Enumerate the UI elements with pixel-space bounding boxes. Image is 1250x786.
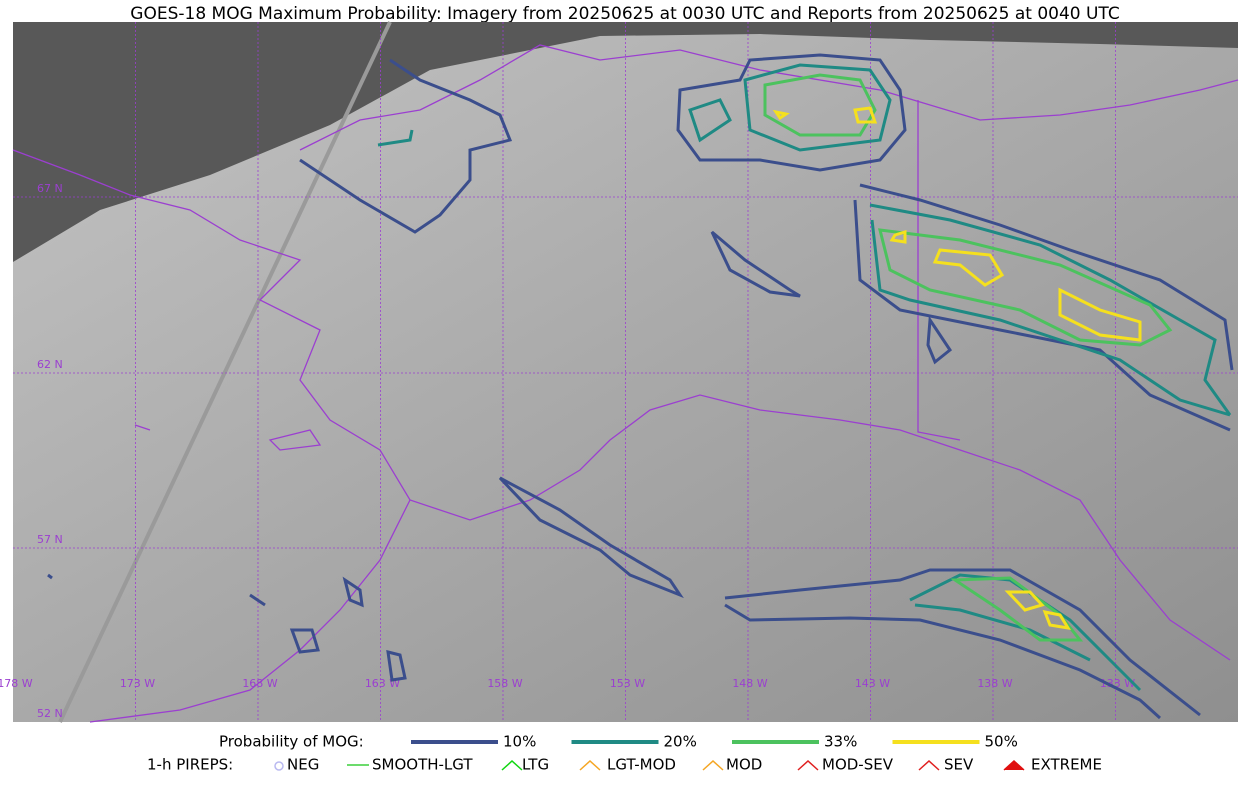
no-data-region	[13, 22, 1238, 262]
coastlines	[12, 44, 1239, 723]
legend-label: Probability of MOG:	[219, 733, 364, 751]
pirep-entry: SMOOTH-LGT	[372, 756, 473, 774]
lat-label: 62 N	[37, 358, 63, 371]
pirep-symbol	[501, 759, 523, 771]
pirep-entry: NEG	[287, 756, 319, 774]
lon-label: 153 W	[610, 677, 645, 690]
pirep-symbol	[579, 759, 601, 771]
lat-label: 52 N	[37, 707, 63, 720]
legend: Probability of MOG: 10% 20% 33% 50% 1-h PIREP…	[147, 733, 1102, 774]
pirep-entry: EXTREME	[1031, 756, 1102, 774]
title: GOES-18 MOG Maximum Probability: Imagery…	[130, 4, 1119, 24]
legend-entry: 10%	[503, 733, 536, 751]
pirep-symbol	[918, 759, 940, 771]
lon-label: 143 W	[855, 677, 890, 690]
pirep-entry: SEV	[944, 756, 974, 774]
lat-label: 67 N	[37, 182, 63, 195]
pirep-entry: MOD-SEV	[822, 756, 894, 774]
lat-label: 57 N	[37, 533, 63, 546]
pirep-entry: LTG	[522, 756, 549, 774]
pirep-symbol	[702, 759, 724, 771]
lon-label: 178 W	[0, 677, 33, 690]
pirep-symbol	[797, 759, 819, 771]
legend-label: 1-h PIREPS:	[147, 756, 233, 774]
lon-label: 168 W	[242, 677, 277, 690]
lon-label: 133 W	[1100, 677, 1135, 690]
contours	[47, 53, 1234, 720]
legend-entry: 50%	[985, 733, 1018, 751]
pirep-symbol	[1003, 759, 1025, 771]
lon-label: 148 W	[732, 677, 767, 690]
lon-label: 173 W	[120, 677, 155, 690]
legend-entry: 20%	[664, 733, 697, 751]
scan-line	[58, 21, 392, 723]
pirep-symbol	[274, 761, 284, 771]
legend-entry: 33%	[824, 733, 857, 751]
lon-label: 158 W	[487, 677, 522, 690]
lon-label: 138 W	[977, 677, 1012, 690]
pirep-entry: LGT-MOD	[607, 756, 676, 774]
pirep-entry: MOD	[726, 756, 762, 774]
